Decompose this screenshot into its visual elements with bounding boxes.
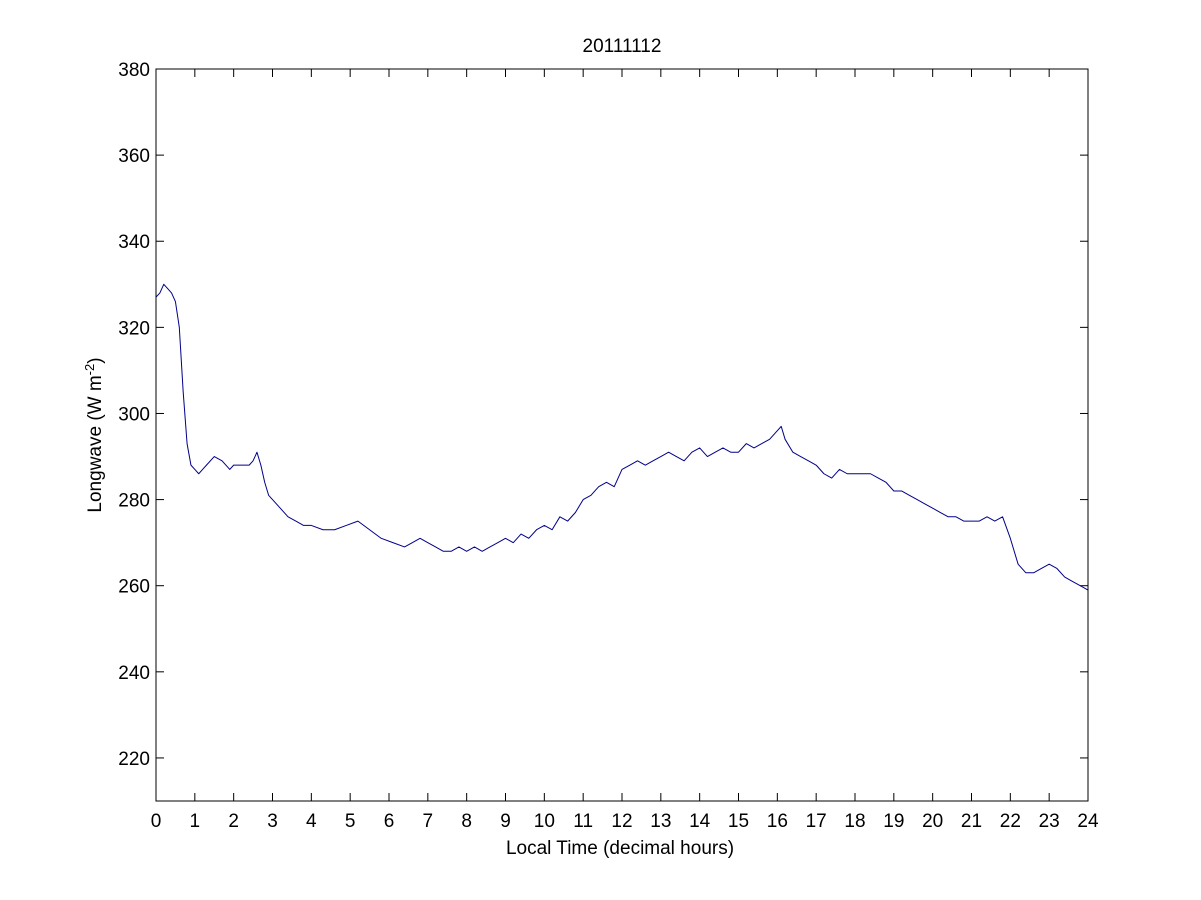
y-tick-label: 360: [118, 146, 150, 167]
x-tick-label: 19: [883, 811, 904, 832]
x-tick-label: 20: [922, 811, 943, 832]
x-tick-label: 5: [345, 811, 356, 832]
tick-labels: 0 1 2 3 4 5 6 7 8 9 10 11 12 13 14 15 16 17 18 19 20 21 22 23 24…: [118, 60, 1099, 832]
y-axis-title-main: Longwave (W m: [85, 375, 106, 512]
y-axis-title-exponent: -2: [82, 364, 97, 376]
x-tick-label: 8: [461, 811, 472, 832]
x-axis-title: Local Time (decimal hours): [506, 838, 734, 859]
x-tick-label: 22: [1000, 811, 1021, 832]
y-tick-label: 240: [118, 663, 150, 684]
x-tick-label: 11: [573, 811, 593, 832]
y-tick-label: 280: [118, 491, 150, 512]
y-tick-label: 380: [118, 60, 150, 81]
y-axis-title-close: ): [85, 357, 106, 363]
x-tick-label: 12: [611, 811, 632, 832]
y-axis-title: Longwave (W m-2): [82, 357, 107, 512]
x-tick-label: 24: [1077, 811, 1099, 832]
y-tick-label: 320: [118, 318, 150, 339]
x-tick-label: 9: [500, 811, 511, 832]
tick-marks: [155, 68, 1089, 801]
x-tick-label: 21: [961, 811, 982, 832]
x-tick-label: 16: [767, 811, 788, 832]
x-tick-label: 2: [228, 811, 239, 832]
chart-title: 20111112: [583, 36, 662, 57]
y-tick-label: 220: [118, 749, 150, 770]
x-tick-label: 23: [1039, 811, 1060, 832]
x-tick-label: 7: [423, 811, 434, 832]
x-tick-label: 1: [190, 811, 201, 832]
x-tick-label: 3: [267, 811, 278, 832]
plot-frame: [155, 68, 1089, 802]
x-tick-label: 4: [306, 811, 317, 832]
x-tick-label: 18: [844, 811, 865, 832]
x-tick-label: 17: [806, 811, 827, 832]
x-tick-label: 15: [728, 811, 749, 832]
plot-area: [156, 69, 1088, 801]
x-tick-label: 14: [689, 811, 711, 832]
x-tick-label: 0: [151, 811, 162, 832]
x-tick-label: 10: [534, 811, 555, 832]
y-tick-label: 260: [118, 577, 150, 598]
x-tick-label: 13: [650, 811, 671, 832]
y-tick-label: 340: [118, 232, 150, 253]
x-tick-label: 6: [384, 811, 395, 832]
longwave-series-line: [155, 283, 1089, 591]
y-tick-label: 300: [118, 404, 150, 425]
